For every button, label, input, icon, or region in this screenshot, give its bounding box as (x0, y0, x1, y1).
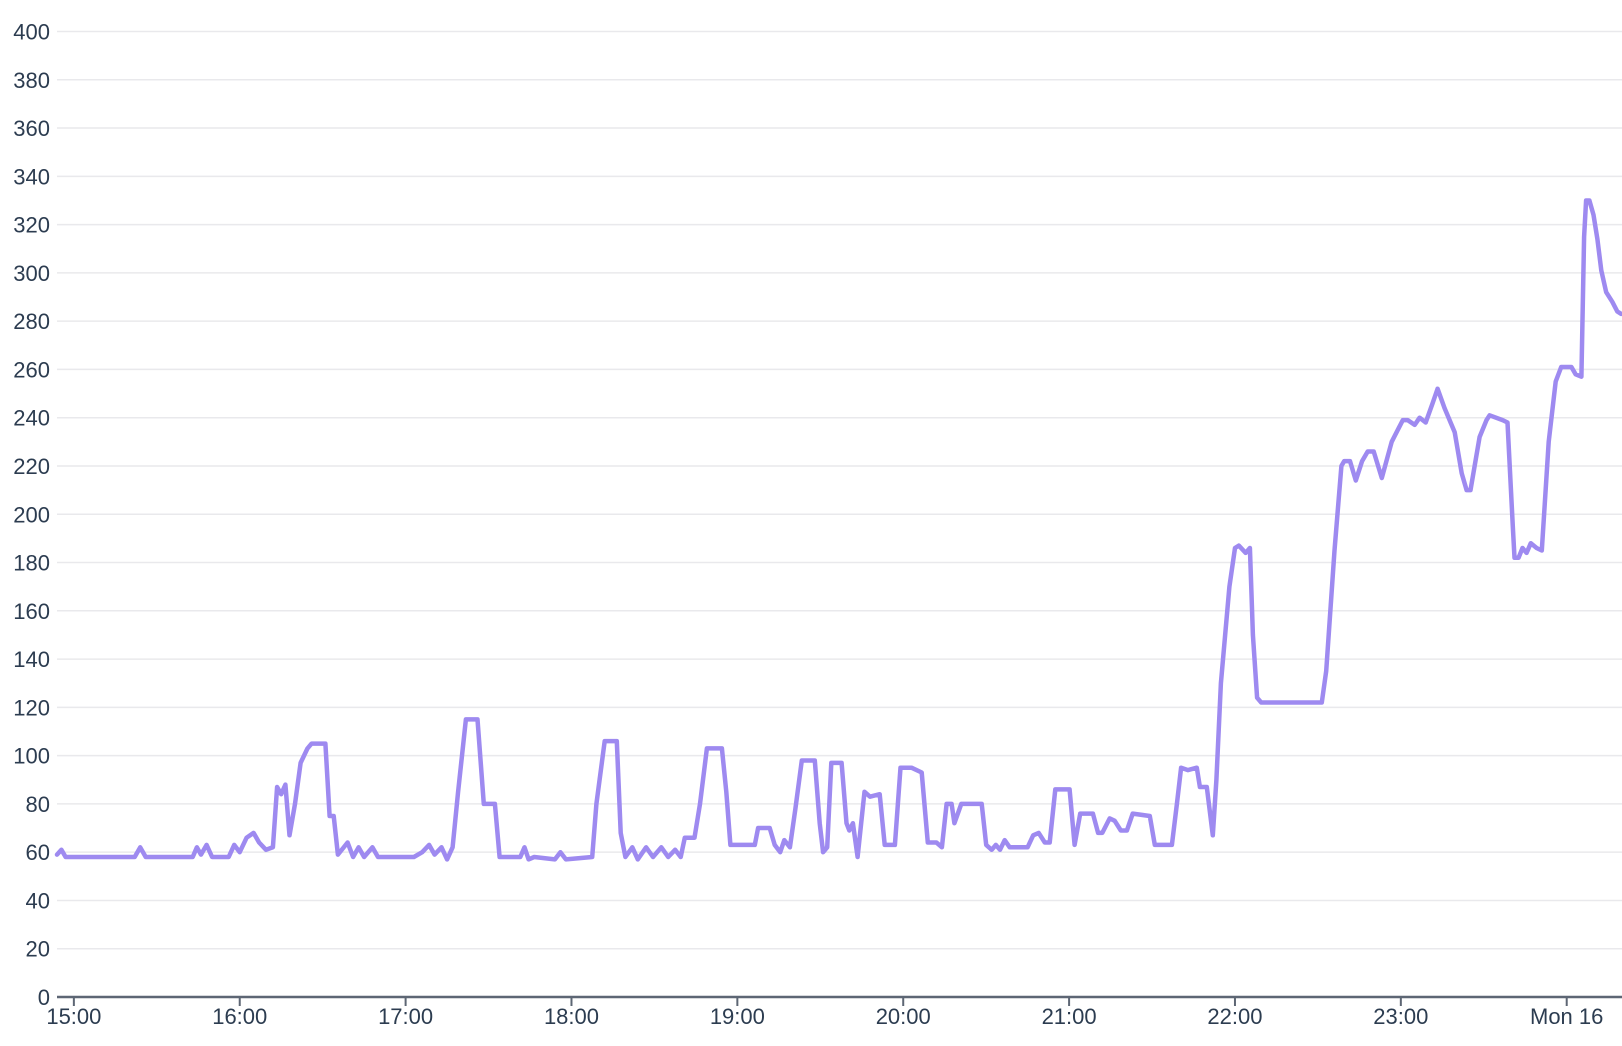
y-tick-label: 120 (13, 695, 50, 720)
x-tick-label: 20:00 (876, 1004, 931, 1029)
series-line (54, 198, 1622, 862)
x-tick-label: 17:00 (378, 1004, 433, 1029)
x-tick-label: 19:00 (710, 1004, 765, 1029)
x-tick-label: 22:00 (1207, 1004, 1262, 1029)
plot-area-overlay[interactable] (57, 32, 1622, 998)
y-tick-label: 300 (13, 261, 50, 286)
y-tick-label: 260 (13, 357, 50, 382)
y-tick-label: 0 (38, 985, 50, 1010)
y-tick-label: 220 (13, 454, 50, 479)
y-tick-label: 380 (13, 68, 50, 93)
y-tick-label: 20 (26, 937, 50, 962)
y-tick-label: 140 (13, 647, 50, 672)
y-tick-label: 340 (13, 164, 50, 189)
x-tick-label: 18:00 (544, 1004, 599, 1029)
x-tick-label: 21:00 (1042, 1004, 1097, 1029)
y-tick-label: 320 (13, 213, 50, 238)
x-tick-label: Mon 16 (1530, 1004, 1603, 1029)
y-tick-label: 280 (13, 309, 50, 334)
x-tick-label: 15:00 (46, 1004, 101, 1029)
x-tick-label: 16:00 (212, 1004, 267, 1029)
y-tick-label: 200 (13, 502, 50, 527)
y-tick-label: 40 (26, 888, 50, 913)
y-tick-label: 160 (13, 599, 50, 624)
y-tick-label: 400 (13, 20, 50, 45)
y-tick-label: 100 (13, 744, 50, 769)
y-tick-label: 360 (13, 116, 50, 141)
y-tick-label: 60 (26, 840, 50, 865)
y-tick-label: 180 (13, 551, 50, 576)
x-tick-label: 23:00 (1373, 1004, 1428, 1029)
y-tick-label: 240 (13, 406, 50, 431)
y-tick-label: 80 (26, 792, 50, 817)
